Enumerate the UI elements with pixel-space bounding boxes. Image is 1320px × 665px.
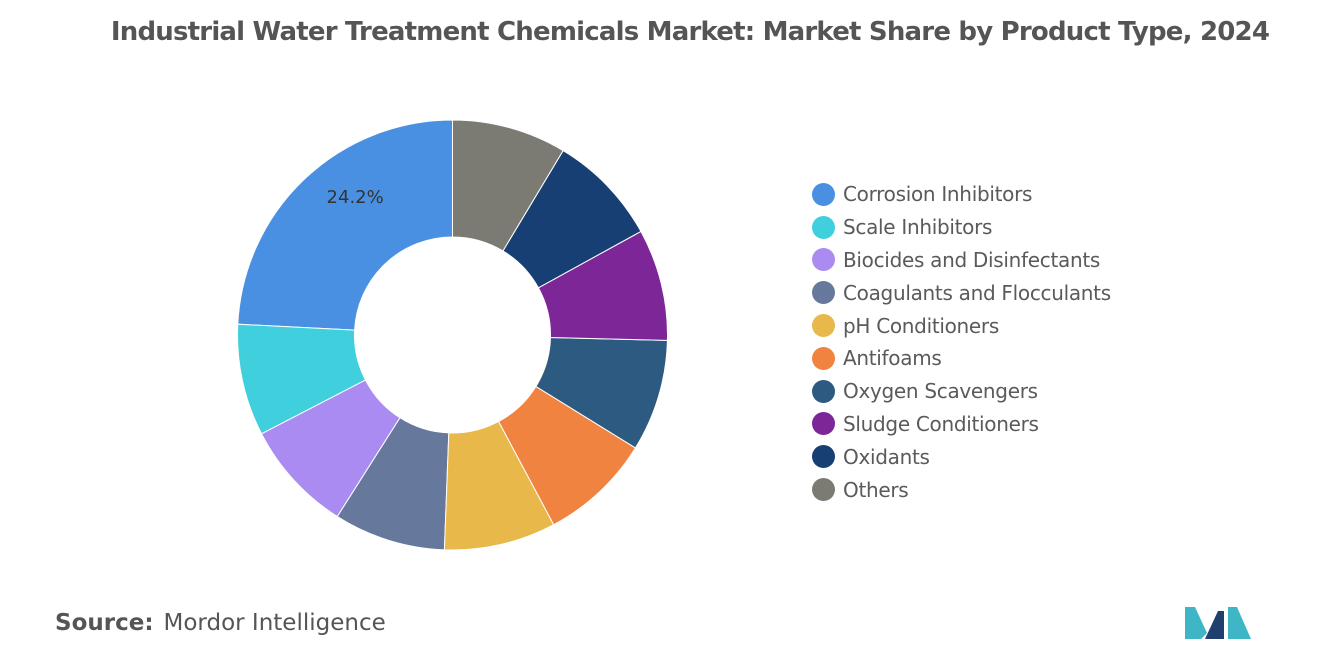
legend-swatch (812, 314, 835, 338)
legend-swatch (812, 346, 835, 370)
legend-swatch (812, 412, 835, 436)
legend-item-oxygen-scavengers: Oxygen Scavengers (812, 375, 1111, 408)
legend-item-sludge-conditioners: Sludge Conditioners (812, 408, 1111, 441)
legend-item-biocides-and-disinfectants: Biocides and Disinfectants (812, 244, 1111, 277)
legend-label: Oxidants (843, 444, 930, 469)
legend-item-antifoams: Antifoams (812, 342, 1111, 375)
donut-chart: 24.2% (237, 119, 668, 551)
legend-label: Corrosion Inhibitors (843, 182, 1033, 207)
legend-label: Scale Inhibitors (843, 215, 993, 240)
legend-swatch (812, 379, 835, 403)
legend-swatch (812, 248, 835, 272)
legend-swatch (812, 478, 835, 502)
legend-swatch (812, 281, 835, 305)
legend-item-scale-inhibitors: Scale Inhibitors (812, 211, 1111, 244)
legend-label: Others (843, 477, 909, 502)
source-note: Source: Mordor Intelligence (55, 610, 386, 636)
legend-item-ph-conditioners: pH Conditioners (812, 309, 1111, 342)
legend-swatch (812, 215, 835, 239)
legend-label: Coagulants and Flocculants (843, 280, 1111, 305)
legend-swatch (812, 182, 835, 206)
legend-swatch (812, 445, 835, 469)
logo-left-shape (1185, 607, 1207, 639)
logo-right-shape (1228, 607, 1251, 639)
legend-item-coagulants-and-flocculants: Coagulants and Flocculants (812, 276, 1111, 309)
source-label: Source: (55, 610, 154, 636)
slice-corrosion-inhibitors (237, 119, 453, 331)
source-value: Mordor Intelligence (163, 610, 386, 636)
legend-item-others: Others (812, 473, 1111, 506)
legend-label: Antifoams (843, 346, 942, 371)
mordor-intelligence-logo (1185, 607, 1251, 639)
legend: Corrosion Inhibitors Scale Inhibitors Bioc… (812, 178, 1111, 506)
legend-item-corrosion-inhibitors: Corrosion Inhibitors (812, 178, 1111, 211)
legend-label: pH Conditioners (843, 313, 999, 338)
data-label-corrosion-inhibitors: 24.2% (327, 187, 384, 208)
legend-item-oxidants: Oxidants (812, 440, 1111, 473)
logo-middle-shape (1205, 611, 1224, 639)
slice-others (452, 119, 564, 252)
legend-label: Sludge Conditioners (843, 411, 1039, 436)
legend-label: Oxygen Scavengers (843, 379, 1038, 404)
chart-title: Industrial Water Treatment Chemicals Mar… (110, 17, 1270, 47)
legend-label: Biocides and Disinfectants (843, 247, 1101, 272)
